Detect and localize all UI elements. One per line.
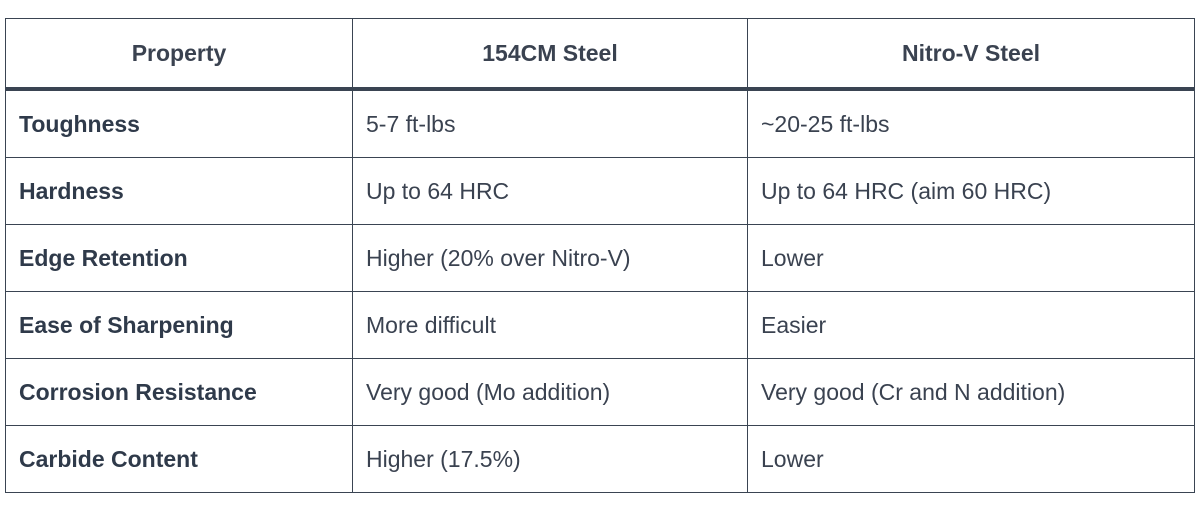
row-label: Carbide Content <box>5 425 353 493</box>
table-row: Edge Retention Higher (20% over Nitro-V) L… <box>5 224 1195 292</box>
header-cell: 154CM Steel <box>352 18 748 91</box>
row-label: Edge Retention <box>5 224 353 292</box>
table-cell: Up to 64 HRC (aim 60 HRC) <box>747 157 1195 225</box>
table-header: Property 154CM Steel Nitro-V Steel <box>5 18 1195 91</box>
header-row: Property 154CM Steel Nitro-V Steel <box>5 18 1195 91</box>
table-row: Corrosion Resistance Very good (Mo additi… <box>5 358 1195 426</box>
comparison-table: Property 154CM Steel Nitro-V Steel Toughne… <box>5 18 1195 493</box>
table-cell: Very good (Mo addition) <box>352 358 748 426</box>
table-cell: Lower <box>747 224 1195 292</box>
table-cell: More difficult <box>352 291 748 359</box>
table-body: Toughness 5-7 ft-lbs ~20-25 ft-lbs Hardness… <box>5 88 1195 493</box>
table-cell: Up to 64 HRC <box>352 157 748 225</box>
table-row: Hardness Up to 64 HRC Up to 64 HRC (aim 60… <box>5 157 1195 225</box>
row-label: Hardness <box>5 157 353 225</box>
table-row: Toughness 5-7 ft-lbs ~20-25 ft-lbs <box>5 88 1195 158</box>
header-cell: Property <box>5 18 353 91</box>
table-cell: Lower <box>747 425 1195 493</box>
table-cell: Higher (20% over Nitro-V) <box>352 224 748 292</box>
row-label: Ease of Sharpening <box>5 291 353 359</box>
row-label: Toughness <box>5 88 353 158</box>
header-cell: Nitro-V Steel <box>747 18 1195 91</box>
table-row: Ease of Sharpening More difficult Easier <box>5 291 1195 359</box>
table-cell: Very good (Cr and N addition) <box>747 358 1195 426</box>
table-cell: ~20-25 ft-lbs <box>747 88 1195 158</box>
table-cell: Higher (17.5%) <box>352 425 748 493</box>
table-cell: 5-7 ft-lbs <box>352 88 748 158</box>
table-row: Carbide Content Higher (17.5%) Lower <box>5 425 1195 493</box>
row-label: Corrosion Resistance <box>5 358 353 426</box>
table-cell: Easier <box>747 291 1195 359</box>
